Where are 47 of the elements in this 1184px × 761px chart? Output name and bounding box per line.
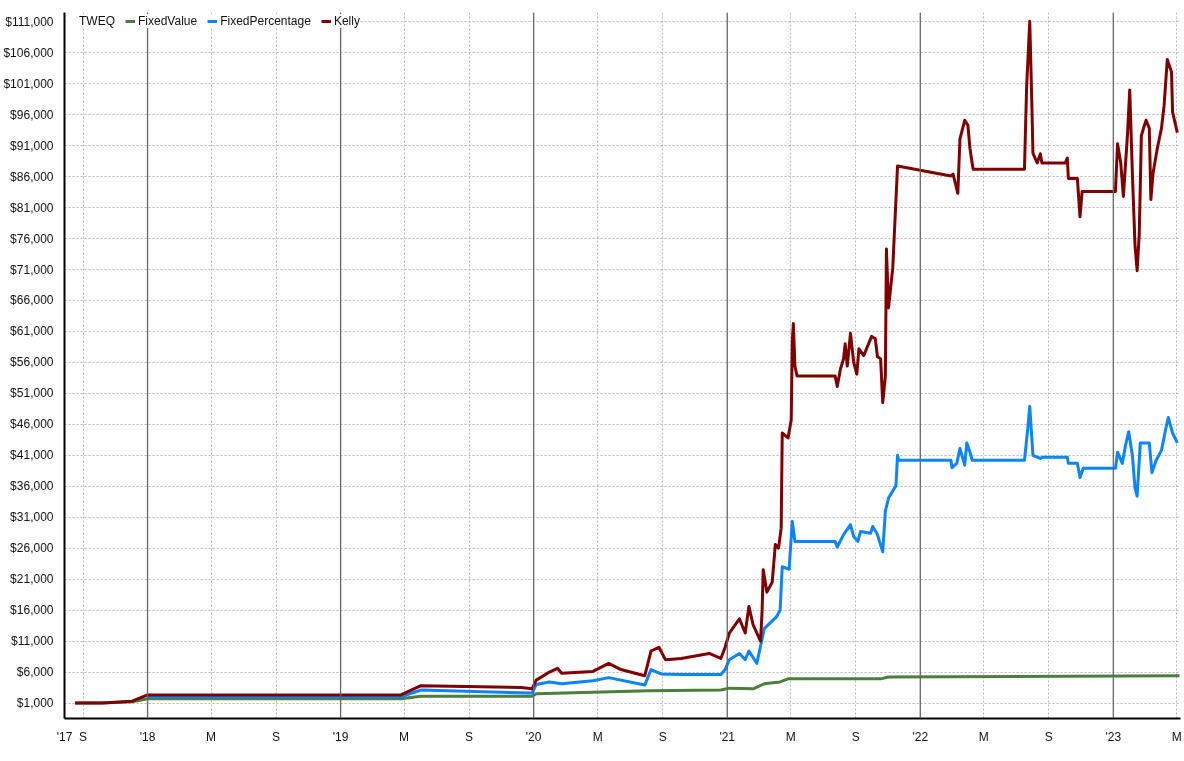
x-tick-label: S [1044,729,1053,744]
x-tick-label: '20 [525,729,542,744]
y-tick-label: $36,000 [10,479,54,494]
x-tick-label: '19 [332,729,349,744]
y-tick-label: $111,000 [5,14,54,29]
x-tick-label: M [399,729,410,744]
x-tick-label: M [592,729,603,744]
y-tick-label: $31,000 [10,510,54,525]
x-tick-label: S [272,729,281,744]
y-tick-label: $16,000 [10,603,54,618]
x-tick-label: '21 [719,729,736,744]
x-tick-label: '18 [139,729,156,744]
y-tick-label: $6,000 [16,665,54,680]
y-tick-label: $101,000 [3,76,54,91]
legend-label: Kelly [333,14,360,28]
y-tick-label: $1,000 [16,696,54,711]
y-tick-label: $96,000 [10,107,54,122]
x-tick-label: '23 [1105,729,1122,744]
y-tick-label: $71,000 [10,262,54,277]
x-tick-label: '17 [56,729,73,744]
legend-title: TWEQ [79,14,115,28]
y-tick-label: $91,000 [10,138,54,153]
y-tick-label: $21,000 [10,572,54,587]
y-tick-label: $66,000 [10,293,54,308]
x-tick-label: M [1171,729,1182,744]
legend-label: FixedValue [138,14,198,28]
y-tick-label: $46,000 [10,417,54,432]
y-tick-label: $86,000 [10,169,54,184]
y-tick-label: $56,000 [10,355,54,370]
y-tick-label: $11,000 [11,634,54,649]
x-tick-label: S [465,729,474,744]
x-tick-label: S [658,729,667,744]
x-tick-label: M [785,729,796,744]
x-tick-label: '22 [912,729,929,744]
x-tick-label: M [206,729,217,744]
x-tick-label: S [79,729,88,744]
y-tick-label: $76,000 [10,231,54,246]
x-tick-label: M [978,729,989,744]
y-tick-label: $61,000 [10,324,54,339]
legend-label: FixedPercentage [220,14,311,28]
y-tick-label: $106,000 [3,45,54,60]
y-tick-label: $51,000 [10,386,54,401]
y-tick-label: $81,000 [10,200,54,215]
line-series [146,404,1179,699]
y-tick-label: $41,000 [10,448,54,463]
x-tick-label: S [851,729,860,744]
y-tick-label: $26,000 [10,541,54,556]
